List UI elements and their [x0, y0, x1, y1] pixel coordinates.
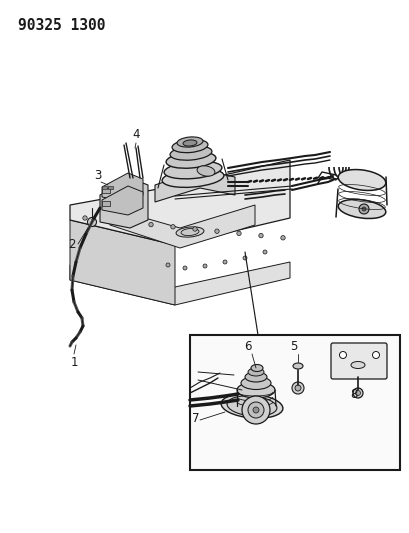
Circle shape — [171, 224, 175, 229]
Ellipse shape — [162, 168, 224, 188]
Polygon shape — [102, 173, 143, 202]
Ellipse shape — [338, 199, 386, 219]
Ellipse shape — [351, 361, 365, 368]
Polygon shape — [100, 178, 148, 228]
Bar — [102, 201, 110, 206]
Bar — [190, 335, 400, 470]
Text: 2: 2 — [68, 238, 76, 251]
Ellipse shape — [293, 363, 303, 369]
Circle shape — [193, 227, 197, 231]
Ellipse shape — [251, 365, 263, 372]
Ellipse shape — [166, 152, 216, 168]
Circle shape — [237, 231, 241, 236]
Circle shape — [88, 217, 97, 227]
Polygon shape — [70, 220, 175, 305]
Circle shape — [242, 396, 270, 424]
Ellipse shape — [221, 394, 283, 418]
Circle shape — [295, 385, 301, 391]
Polygon shape — [102, 186, 143, 215]
Ellipse shape — [237, 382, 275, 398]
Circle shape — [149, 222, 153, 227]
Circle shape — [203, 264, 207, 268]
Text: 1: 1 — [70, 356, 78, 369]
Circle shape — [253, 407, 259, 413]
Circle shape — [339, 351, 346, 359]
Ellipse shape — [227, 396, 277, 416]
Circle shape — [263, 250, 267, 254]
Circle shape — [243, 256, 247, 260]
Polygon shape — [155, 170, 235, 202]
Ellipse shape — [170, 146, 212, 160]
Circle shape — [359, 204, 369, 214]
Circle shape — [259, 233, 263, 238]
Ellipse shape — [172, 139, 208, 152]
Text: 90325 1300: 90325 1300 — [18, 18, 106, 33]
Ellipse shape — [248, 368, 264, 376]
Ellipse shape — [177, 137, 203, 147]
Ellipse shape — [241, 376, 271, 390]
Circle shape — [127, 220, 131, 224]
Circle shape — [353, 388, 363, 398]
FancyBboxPatch shape — [331, 343, 387, 379]
Ellipse shape — [176, 227, 204, 237]
Circle shape — [292, 382, 304, 394]
Ellipse shape — [181, 229, 199, 236]
Circle shape — [215, 229, 219, 233]
Circle shape — [248, 402, 264, 418]
Text: 6: 6 — [244, 340, 252, 353]
Ellipse shape — [197, 166, 215, 176]
Text: 7: 7 — [192, 412, 200, 425]
Circle shape — [373, 351, 380, 359]
Circle shape — [362, 207, 366, 211]
Circle shape — [281, 236, 285, 240]
Text: 8: 8 — [351, 388, 358, 401]
Bar — [102, 188, 110, 193]
Ellipse shape — [164, 161, 222, 179]
Text: 5: 5 — [290, 340, 298, 353]
Polygon shape — [70, 262, 290, 305]
Text: 4: 4 — [132, 128, 140, 141]
Text: 3: 3 — [94, 169, 102, 182]
Circle shape — [83, 216, 87, 220]
Ellipse shape — [338, 169, 386, 190]
Polygon shape — [110, 205, 255, 248]
Circle shape — [223, 260, 227, 264]
Circle shape — [166, 263, 170, 267]
Ellipse shape — [245, 372, 267, 382]
Circle shape — [105, 218, 109, 222]
Bar — [102, 186, 107, 189]
Bar — [108, 186, 113, 189]
Circle shape — [355, 391, 360, 395]
Circle shape — [183, 266, 187, 270]
Polygon shape — [70, 160, 290, 245]
Ellipse shape — [183, 140, 197, 146]
